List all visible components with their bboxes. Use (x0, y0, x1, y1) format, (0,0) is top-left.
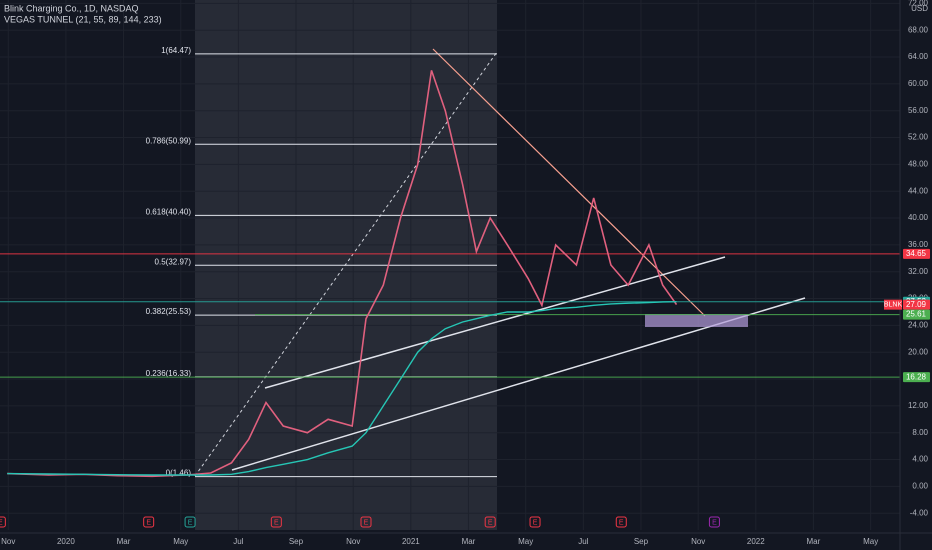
fib-label: 0.618(40.40) (146, 207, 192, 216)
x-tick-label: Mar (117, 537, 131, 546)
price-label: 25.61 (906, 310, 927, 319)
x-tick-label: Nov (691, 537, 705, 546)
y-tick-label: 44.00 (908, 186, 929, 195)
y-tick-label: 32.00 (908, 267, 929, 276)
x-tick-label: Mar (462, 537, 476, 546)
x-tick-label: Jul (578, 537, 588, 546)
earnings-label: E (274, 519, 279, 526)
price-label: 16.28 (906, 372, 927, 381)
y-tick-label: 48.00 (908, 159, 929, 168)
price-axis (900, 0, 932, 550)
y-tick-label: 24.00 (908, 320, 929, 329)
indicator-name: VEGAS TUNNEL (21, 55, 89, 144, 233) (4, 14, 162, 24)
target-zone (645, 314, 748, 327)
x-tick-label: Nov (346, 537, 360, 546)
price-label: 27.09 (906, 300, 927, 309)
chart-title: Blink Charging Co., 1D, NASDAQ (4, 3, 139, 13)
y-tick-label: 12.00 (908, 401, 929, 410)
channel-upper (264, 256, 726, 389)
fib-label: 0.5(32.97) (155, 257, 192, 266)
grid (0, 0, 900, 530)
y-tick-label: 0.00 (912, 482, 928, 491)
earnings-label: E (488, 519, 493, 526)
x-tick-label: 2022 (747, 537, 765, 546)
earnings-label: E (712, 519, 717, 526)
earnings-marker (184, 516, 196, 528)
price-label-box (903, 372, 930, 383)
y-tick-label: 72.00 (908, 0, 929, 7)
y-tick-label: 64.00 (908, 52, 929, 61)
symbol-label: BLNK (884, 301, 903, 308)
price-label-box (903, 248, 930, 259)
symbol-box (884, 299, 902, 310)
y-tick-label: 68.00 (908, 25, 929, 34)
resistance-line (432, 48, 706, 317)
price-label-box (903, 309, 930, 320)
currency: USD (911, 4, 928, 13)
y-tick-label: 20.00 (908, 347, 929, 356)
earnings-marker (0, 516, 6, 528)
y-tick-label: 4.00 (912, 455, 928, 464)
x-tick-label: Jul (233, 537, 243, 546)
earnings-label: E (619, 519, 624, 526)
earnings-marker (270, 516, 282, 528)
y-tick-label: -4.00 (910, 508, 929, 517)
earnings-marker (708, 516, 720, 528)
x-tick-label: May (518, 537, 533, 546)
fib-label: 0.382(25.53) (146, 307, 192, 316)
earnings-marker (360, 516, 372, 528)
y-tick-label: 56.00 (908, 106, 929, 115)
earnings-marker (529, 516, 541, 528)
earnings-marker (143, 516, 155, 528)
x-tick-label: Nov (1, 537, 15, 546)
y-tick-label: 8.00 (912, 428, 928, 437)
earnings-label: E (146, 519, 151, 526)
x-tick-label: 2021 (402, 537, 420, 546)
earnings-label: E (0, 519, 3, 526)
fib-label: 1(64.47) (161, 46, 191, 55)
series-line (7, 301, 677, 476)
price-label: 34.65 (906, 249, 927, 258)
series-line (7, 70, 678, 478)
y-tick-label: 52.00 (908, 133, 929, 142)
earnings-marker (615, 516, 627, 528)
x-tick-label: Sep (634, 537, 649, 546)
y-tick-label: 36.00 (908, 240, 929, 249)
x-tick-label: 2020 (57, 537, 75, 546)
price-label-box (903, 299, 930, 310)
earnings-label: E (188, 519, 193, 526)
earnings-label: E (364, 519, 369, 526)
x-tick-label: May (863, 537, 878, 546)
x-tick-label: May (173, 537, 188, 546)
y-tick-label: 60.00 (908, 79, 929, 88)
earnings-label: E (533, 519, 538, 526)
fib-label: 0.236(16.33) (146, 369, 192, 378)
fib-label: 0(1.46) (166, 469, 192, 478)
fib-trend-line (194, 51, 498, 477)
x-tick-label: Sep (289, 537, 304, 546)
fib-label: 0.786(50.99) (146, 136, 192, 145)
y-tick-label: 40.00 (908, 213, 929, 222)
earnings-marker (484, 516, 496, 528)
plot: 1(64.47) 0.786(50.99) 0.618(40.40) 0.5(32.9… (0, 46, 900, 528)
x-tick-label: Mar (807, 537, 821, 546)
